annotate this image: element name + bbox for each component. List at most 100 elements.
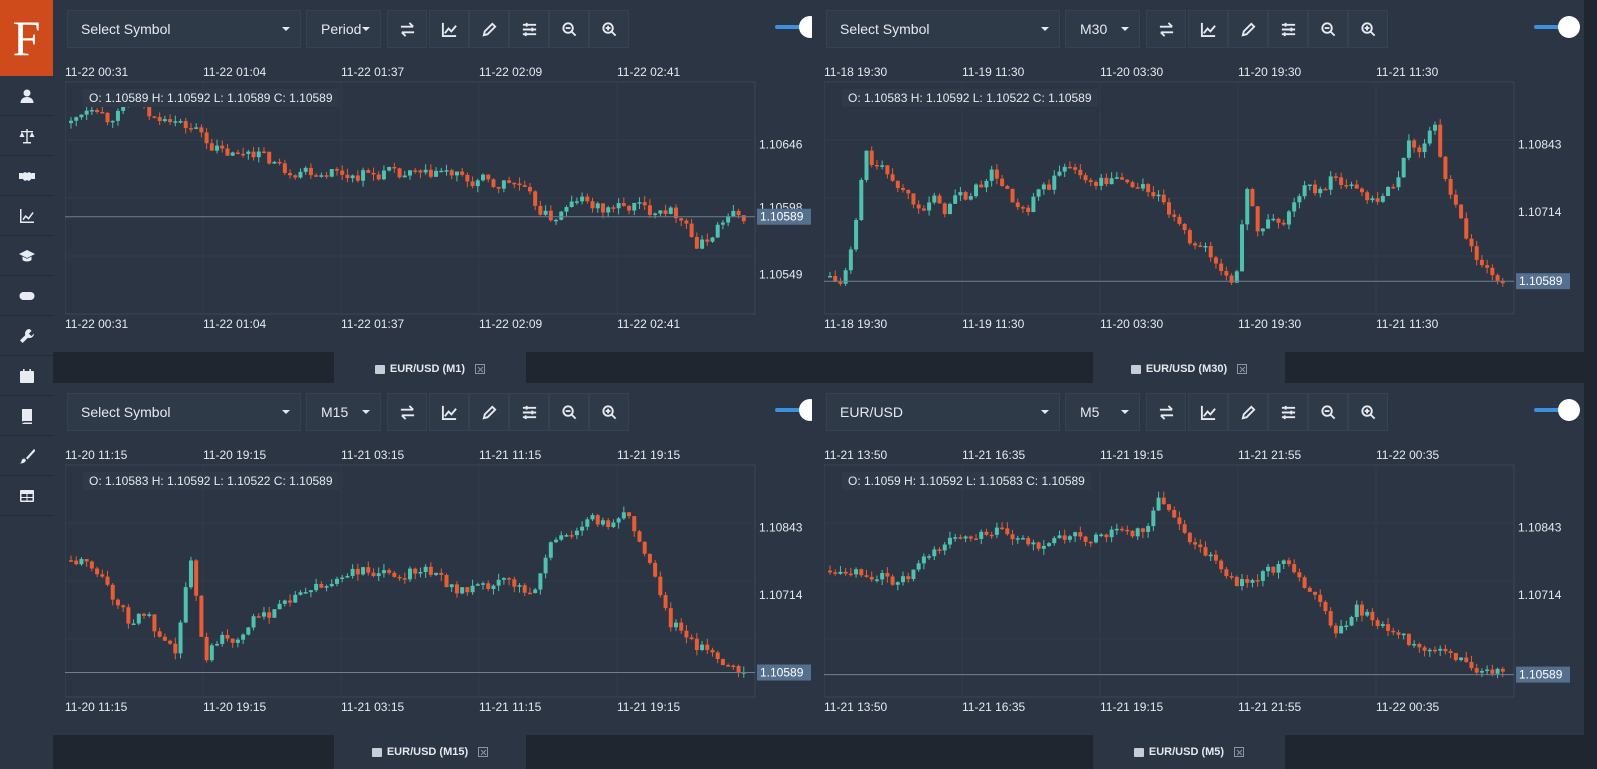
candle-body: [319, 583, 324, 588]
swap-button[interactable]: [387, 393, 427, 431]
swap-button[interactable]: [1146, 10, 1186, 48]
chart-area[interactable]: 11-21 13:50 11-21 13:50 11-21 16:35 11-21 1…: [824, 445, 1584, 733]
zoom-in-button[interactable]: [1348, 10, 1388, 48]
sidebar-item-games[interactable]: [0, 276, 53, 316]
period-select[interactable]: M30: [1065, 10, 1140, 48]
chart-area[interactable]: 11-18 19:30 11-18 19:30 11-19 11:30 11-19 1…: [824, 62, 1584, 350]
candlestick-chart[interactable]: 11-22 00:31 11-22 00:31 11-22 01:04 11-22 0…: [65, 62, 825, 350]
sidebar-item-account[interactable]: [0, 76, 53, 116]
candle-body: [449, 170, 454, 176]
zoom-out-button[interactable]: [1308, 393, 1348, 431]
chart-toggle[interactable]: [1534, 16, 1582, 38]
candle-body: [1427, 649, 1432, 652]
settings-button[interactable]: [1268, 393, 1308, 431]
candle-body: [1365, 611, 1370, 616]
candle-body: [554, 539, 559, 543]
candle-body: [632, 202, 637, 211]
sidebar-item-library[interactable]: [0, 396, 53, 436]
indicators-button[interactable]: [429, 10, 469, 48]
symbol-select[interactable]: Select Symbol: [67, 393, 301, 431]
candle-body: [1469, 661, 1474, 669]
close-icon[interactable]: [1237, 364, 1248, 374]
swap-button[interactable]: [1146, 393, 1186, 431]
sidebar-item-partners[interactable]: [0, 156, 53, 196]
period-select[interactable]: Period: [306, 10, 381, 48]
sidebar-item-tables[interactable]: [0, 476, 53, 516]
candle-body: [220, 145, 225, 149]
candle-body: [288, 600, 293, 603]
chart-area[interactable]: 11-22 00:31 11-22 00:31 11-22 01:04 11-22 0…: [65, 62, 825, 350]
paintbrush-icon: [19, 448, 35, 463]
ohlc-readout: O: 1.10583 H: 1.10592 L: 1.10522 C: 1.10…: [842, 89, 1098, 107]
zoom-out-button[interactable]: [549, 393, 589, 431]
sidebar-item-compare[interactable]: [0, 116, 53, 156]
candle-body: [178, 622, 183, 654]
time-axis-label: 11-22 01:04: [203, 317, 266, 331]
close-icon[interactable]: [475, 364, 486, 374]
candle-body: [152, 116, 157, 118]
candle-body: [1067, 536, 1072, 540]
candle-body: [105, 576, 110, 585]
zoom-out-button[interactable]: [549, 10, 589, 48]
period-select[interactable]: M15: [306, 393, 381, 431]
period-select[interactable]: M5: [1065, 393, 1140, 431]
settings-button[interactable]: [509, 393, 549, 431]
sidebar-item-tools[interactable]: [0, 316, 53, 356]
candlestick-chart[interactable]: 11-18 19:30 11-18 19:30 11-19 11:30 11-19 1…: [824, 62, 1584, 350]
chart-area[interactable]: 11-20 11:15 11-20 11:15 11-20 19:15 11-20 1…: [65, 445, 825, 733]
candle-body: [1146, 184, 1151, 193]
candle-body: [1375, 620, 1380, 627]
zoom-out-button[interactable]: [1308, 10, 1348, 48]
draw-button[interactable]: [1228, 393, 1268, 431]
sidebar-item-charts[interactable]: [0, 196, 53, 236]
candle-body: [1047, 184, 1052, 190]
candle-body: [958, 537, 963, 539]
indicators-button[interactable]: [1188, 393, 1228, 431]
time-axis-label: 11-21 16:35: [962, 448, 1025, 462]
draw-button[interactable]: [469, 393, 509, 431]
symbol-select[interactable]: EUR/USD: [826, 393, 1060, 431]
time-axis-label: 11-22 01:37: [341, 317, 404, 331]
settings-button[interactable]: [509, 10, 549, 48]
price-axis-label: 1.10843: [1518, 138, 1562, 152]
chart-tab[interactable]: EUR/USD (M30): [1093, 352, 1285, 386]
candle-body: [838, 571, 843, 574]
settings-button[interactable]: [1268, 10, 1308, 48]
chart-toggle[interactable]: [1534, 399, 1582, 421]
candlestick-chart[interactable]: 11-20 11:15 11-20 11:15 11-20 19:15 11-20 1…: [65, 445, 825, 733]
indicators-button[interactable]: [1188, 10, 1228, 48]
zoom-in-button[interactable]: [589, 10, 629, 48]
candle-body: [397, 576, 402, 579]
chart-tab[interactable]: EUR/USD (M5): [1093, 735, 1285, 769]
zoom-in-icon: [601, 404, 616, 419]
sidebar-item-education[interactable]: [0, 236, 53, 276]
candle-body: [209, 645, 214, 661]
close-icon[interactable]: [1234, 747, 1245, 757]
candle-body: [350, 175, 355, 179]
sidebar-item-theme[interactable]: [0, 436, 53, 476]
candle-body: [282, 163, 287, 174]
chart-panel-3: Select Symbol M15 11-20 11:15 11-20 11:15…: [53, 383, 825, 769]
swap-button[interactable]: [387, 10, 427, 48]
chart-tab[interactable]: EUR/USD (M1): [334, 352, 526, 386]
time-axis-label: 11-21 11:30: [1376, 317, 1439, 331]
candle-body: [848, 249, 853, 271]
symbol-select[interactable]: Select Symbol: [67, 10, 301, 48]
symbol-select[interactable]: Select Symbol: [826, 10, 1060, 48]
pencil-icon: [482, 21, 497, 36]
zoom-in-button[interactable]: [1348, 393, 1388, 431]
candle-body: [1193, 243, 1198, 246]
draw-button[interactable]: [469, 10, 509, 48]
candlestick-chart[interactable]: 11-21 13:50 11-21 13:50 11-21 16:35 11-21 1…: [824, 445, 1584, 733]
app-logo[interactable]: F: [0, 0, 53, 76]
chart-tab[interactable]: EUR/USD (M15): [334, 735, 526, 769]
zoom-in-button[interactable]: [589, 393, 629, 431]
close-icon[interactable]: [478, 747, 489, 757]
indicators-button[interactable]: [429, 393, 469, 431]
draw-button[interactable]: [1228, 10, 1268, 48]
candle-body: [548, 210, 553, 221]
candle-body: [470, 585, 475, 593]
chart-tab-bar: EUR/USD (M5): [812, 735, 1584, 769]
sidebar-item-calendar[interactable]: [0, 356, 53, 396]
